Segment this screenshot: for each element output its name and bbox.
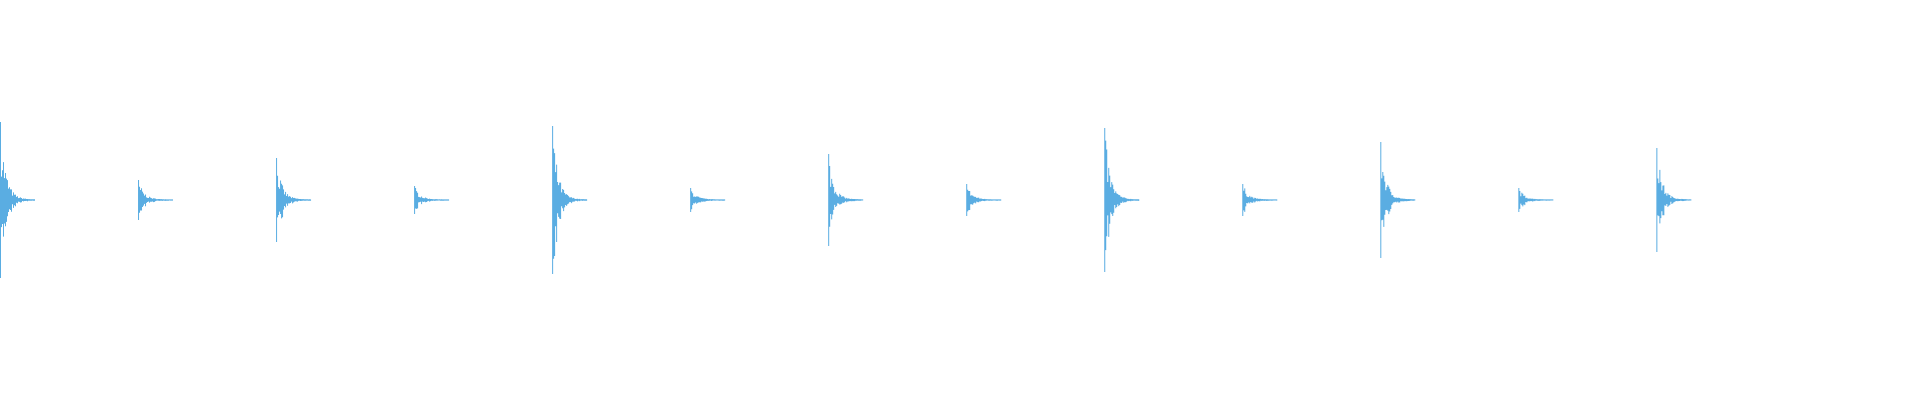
transient: [1104, 128, 1140, 272]
transient: [1380, 142, 1416, 258]
transient: [0, 122, 35, 278]
transient: [1656, 148, 1692, 252]
transient: [966, 184, 1002, 216]
transient: [552, 126, 588, 274]
transient: [828, 154, 864, 246]
transient: [414, 186, 450, 214]
transient: [138, 180, 174, 220]
transient: [1518, 188, 1554, 212]
transient: [690, 188, 726, 212]
transient: [276, 158, 312, 242]
transient: [1242, 184, 1278, 216]
